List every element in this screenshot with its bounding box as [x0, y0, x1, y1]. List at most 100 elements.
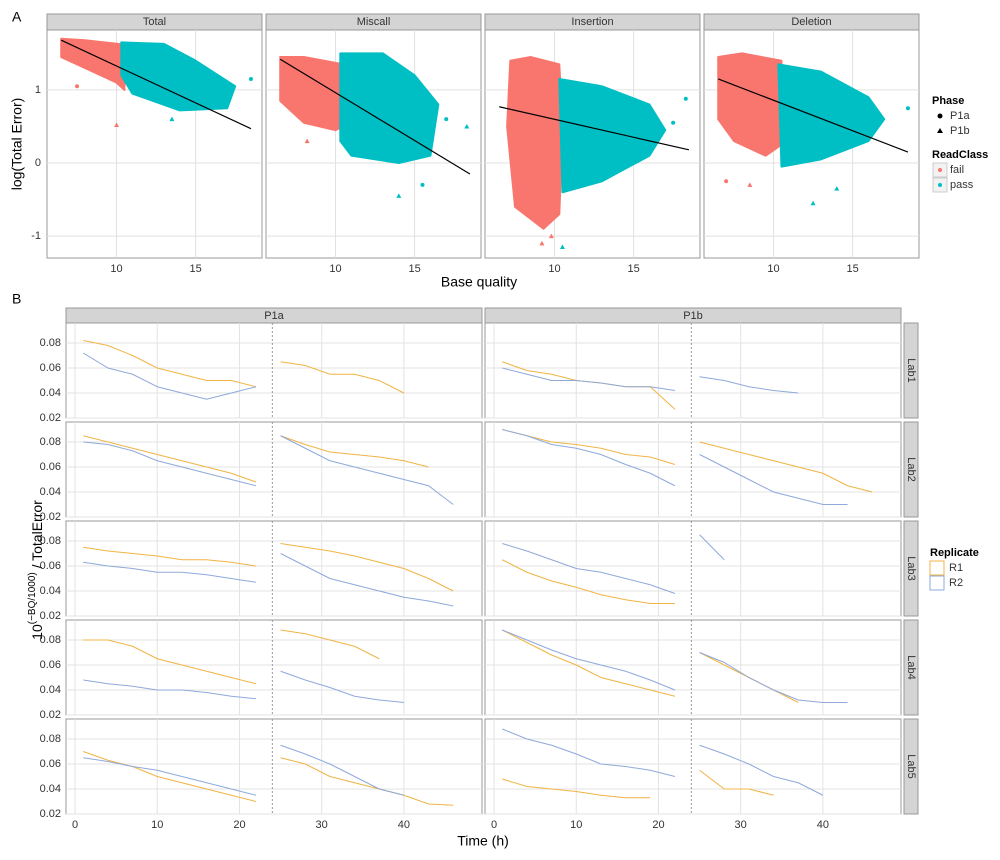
point — [224, 98, 230, 103]
series-line — [83, 744, 405, 796]
point — [539, 240, 545, 246]
strip-label: Lab4 — [905, 655, 917, 679]
y-tick-label: 0.04 — [40, 684, 61, 696]
panel-background — [65, 421, 483, 518]
y-tick-label: 0.08 — [40, 337, 61, 349]
series-line — [83, 435, 454, 505]
y-tick-label: 0.06 — [40, 560, 61, 572]
x-tick-label: 10 — [767, 263, 779, 275]
panel-background — [65, 322, 483, 419]
point — [420, 182, 425, 187]
strip — [903, 520, 919, 617]
x-tick-label: 20 — [652, 819, 664, 831]
strip — [903, 619, 919, 716]
point — [905, 106, 910, 111]
panel-background — [484, 421, 902, 518]
legend-label: fail — [950, 164, 964, 176]
panel-background — [65, 619, 483, 716]
y-tick-label: 0.08 — [40, 535, 61, 547]
point-cloud — [506, 56, 564, 230]
strip-label: Insertion — [571, 16, 613, 28]
strip — [265, 13, 482, 31]
legend-key-box — [929, 560, 945, 576]
legend-key-box — [929, 575, 945, 591]
point — [810, 200, 816, 206]
y-tick-label: 1 — [35, 84, 41, 96]
point — [304, 138, 310, 144]
y-tick-label: 0.04 — [40, 387, 61, 399]
legend-title: Phase — [932, 95, 964, 107]
point-cloud — [120, 41, 237, 112]
y-tick-label: 0.06 — [40, 362, 61, 374]
strip-label: Lab1 — [905, 358, 917, 382]
y-tick-label: 0.08 — [40, 634, 61, 646]
y-tick-label: 0.06 — [40, 461, 61, 473]
strip — [903, 421, 919, 518]
x-tick-label: 40 — [398, 819, 410, 831]
y-tick-label: 0.02 — [40, 412, 61, 424]
strip-label: Deletion — [791, 16, 831, 28]
x-tick-label: 10 — [110, 263, 122, 275]
strip-label: Lab2 — [905, 457, 917, 481]
series-line — [83, 670, 404, 703]
legend-label: P1b — [950, 125, 970, 137]
x-tick-label: 30 — [735, 819, 747, 831]
y-tick-label: 0.04 — [40, 486, 61, 498]
x-tick-label: 10 — [329, 263, 341, 275]
y-tick-label: 0.02 — [40, 610, 61, 622]
legend-key — [938, 183, 942, 187]
legend-label: R2 — [949, 577, 963, 589]
point — [865, 102, 871, 107]
legend-label: R1 — [949, 562, 963, 574]
series-line — [502, 559, 675, 604]
legend-label: pass — [950, 179, 974, 191]
legend-title: Replicate — [930, 547, 979, 559]
series-line — [83, 751, 454, 806]
series-line — [502, 629, 848, 703]
point-cloud — [717, 52, 783, 157]
strip — [903, 718, 919, 815]
fit-line — [60, 39, 252, 130]
y-tick-label: 0.02 — [40, 511, 61, 523]
point — [834, 186, 840, 191]
series-line — [83, 340, 405, 394]
x-tick-label: 10 — [548, 263, 560, 275]
x-tick-label: 10 — [151, 819, 163, 831]
point — [444, 117, 449, 122]
panel-background — [484, 619, 902, 716]
point — [169, 116, 175, 122]
series-line — [83, 629, 380, 685]
y-tick-label: 0.06 — [40, 659, 61, 671]
legend-label: P1a — [950, 110, 970, 122]
point — [75, 84, 80, 89]
panel-background — [484, 322, 902, 419]
point-cloud — [60, 37, 126, 91]
strip — [46, 13, 263, 31]
y-axis-label: log(Total Error) — [9, 98, 25, 191]
x-tick-label: 15 — [627, 263, 639, 275]
strip-label: Lab3 — [905, 556, 917, 580]
panel-label: A — [12, 9, 22, 25]
panel-background — [484, 520, 902, 617]
x-tick-label: 15 — [189, 263, 201, 275]
y-tick-label: 0.06 — [40, 758, 61, 770]
legend-title: ReadClass — [932, 149, 988, 161]
x-tick-label: 15 — [408, 263, 420, 275]
strip-label: P1b — [683, 310, 703, 322]
strip-label: Total — [143, 16, 166, 28]
strip — [484, 307, 902, 324]
strip — [65, 307, 483, 324]
legend-key — [937, 128, 943, 133]
x-tick-label: 10 — [570, 819, 582, 831]
x-tick-label: 30 — [316, 819, 328, 831]
x-axis-label: Time (h) — [457, 833, 509, 849]
panel-label: B — [12, 291, 21, 307]
series-line — [502, 429, 848, 505]
fit-line — [279, 58, 471, 175]
y-tick-label: 0.02 — [40, 709, 61, 721]
point-cloud — [339, 52, 440, 164]
x-tick-label: 0 — [491, 819, 497, 831]
panel-background — [65, 718, 483, 815]
x-tick-label: 0 — [72, 819, 78, 831]
point — [396, 193, 402, 198]
